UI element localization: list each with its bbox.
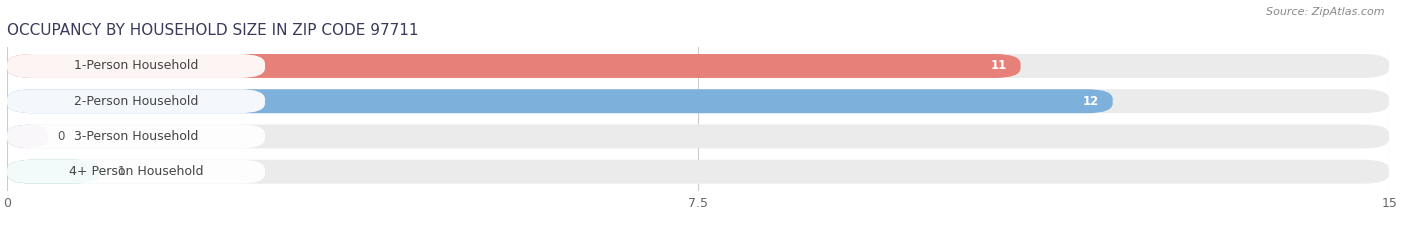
FancyBboxPatch shape xyxy=(7,89,1112,113)
Text: 12: 12 xyxy=(1083,95,1099,108)
FancyBboxPatch shape xyxy=(7,54,264,78)
FancyBboxPatch shape xyxy=(7,160,264,184)
Text: 2-Person Household: 2-Person Household xyxy=(75,95,198,108)
FancyBboxPatch shape xyxy=(7,89,264,113)
Text: 3-Person Household: 3-Person Household xyxy=(75,130,198,143)
FancyBboxPatch shape xyxy=(7,89,1389,113)
FancyBboxPatch shape xyxy=(7,124,48,148)
Text: 0: 0 xyxy=(58,130,65,143)
FancyBboxPatch shape xyxy=(7,124,264,148)
FancyBboxPatch shape xyxy=(7,160,1389,184)
Text: 11: 11 xyxy=(990,59,1007,72)
FancyBboxPatch shape xyxy=(7,54,1389,78)
FancyBboxPatch shape xyxy=(7,124,1389,148)
Text: 4+ Person Household: 4+ Person Household xyxy=(69,165,204,178)
FancyBboxPatch shape xyxy=(7,54,1021,78)
Text: OCCUPANCY BY HOUSEHOLD SIZE IN ZIP CODE 97711: OCCUPANCY BY HOUSEHOLD SIZE IN ZIP CODE … xyxy=(7,24,419,38)
Text: 1: 1 xyxy=(118,165,125,178)
Text: 1-Person Household: 1-Person Household xyxy=(75,59,198,72)
Text: Source: ZipAtlas.com: Source: ZipAtlas.com xyxy=(1267,7,1385,17)
FancyBboxPatch shape xyxy=(7,160,100,184)
